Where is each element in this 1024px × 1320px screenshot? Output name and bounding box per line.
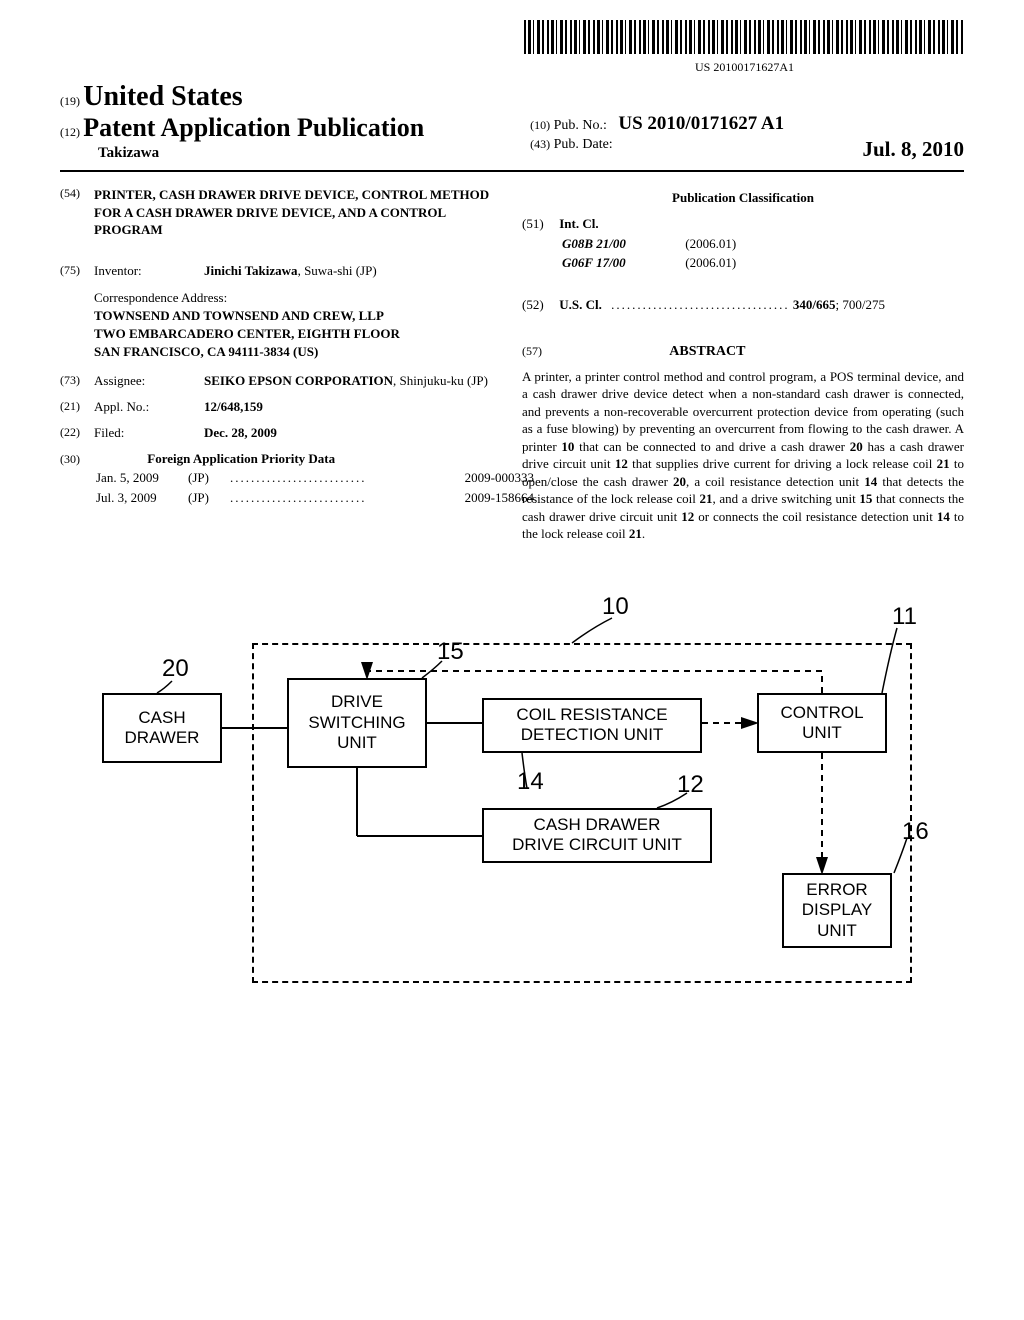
uscl-secondary: ; 700/275 bbox=[836, 297, 885, 312]
uscl-label: U.S. Cl. bbox=[559, 297, 602, 312]
code-51: (51) bbox=[522, 214, 556, 234]
label-15: 15 bbox=[437, 638, 464, 666]
appl-no: 12/648,159 bbox=[204, 399, 502, 415]
box-error-display: ERROR DISPLAY UNIT bbox=[782, 873, 892, 948]
box-coil-resistance: COIL RESISTANCE DETECTION UNIT bbox=[482, 698, 702, 753]
author-name: Takizawa bbox=[98, 145, 512, 162]
pub-no: US 2010/0171627 A1 bbox=[618, 113, 784, 134]
right-column: Publication Classification (51) Int. Cl.… bbox=[522, 186, 964, 543]
barcode-number: US 20100171627A1 bbox=[60, 60, 794, 75]
intcl-code: G08B 21/00 bbox=[562, 234, 682, 254]
barcode-region bbox=[60, 20, 964, 58]
priority-num: 2009-000333 bbox=[434, 469, 534, 487]
box-cash-drawer: CASH DRAWER bbox=[102, 693, 222, 763]
inventor-label: Inventor: bbox=[94, 263, 204, 279]
code-73: (73) bbox=[60, 373, 94, 389]
box-label: CASH DRAWER bbox=[125, 708, 200, 749]
box-control-unit: CONTROL UNIT bbox=[757, 693, 887, 753]
priority-table: Jan. 5, 2009 (JP) ......................… bbox=[94, 467, 536, 509]
box-label: CONTROL UNIT bbox=[780, 703, 863, 744]
code-10: (10) bbox=[530, 118, 550, 132]
corr-line2: TWO EMBARCADERO CENTER, EIGHTH FLOOR bbox=[94, 325, 502, 343]
publication-type: Patent Application Publication bbox=[83, 113, 424, 142]
barcode-graphic bbox=[524, 20, 964, 54]
header-divider bbox=[60, 170, 964, 172]
bibliographic-columns: (54) PRINTER, CASH DRAWER DRIVE DEVICE, … bbox=[60, 186, 964, 543]
priority-date: Jul. 3, 2009 bbox=[96, 489, 186, 507]
label-12: 12 bbox=[677, 771, 704, 799]
label-20: 20 bbox=[162, 655, 189, 683]
country-name: United States bbox=[83, 81, 242, 112]
block-diagram: CASH DRAWER 20 DRIVE SWITCHING UNIT 15 C… bbox=[102, 593, 922, 993]
code-30: (30) bbox=[60, 452, 94, 467]
priority-num: 2009-158664 bbox=[434, 489, 534, 507]
intcl-year: (2006.01) bbox=[685, 236, 736, 251]
priority-row: Jul. 3, 2009 (JP) ......................… bbox=[96, 489, 534, 507]
code-57: (57) bbox=[522, 344, 556, 359]
appl-no-label: Appl. No.: bbox=[94, 399, 204, 415]
priority-heading: Foreign Application Priority Data bbox=[147, 451, 335, 466]
code-12: (12) bbox=[60, 125, 80, 139]
code-52: (52) bbox=[522, 297, 556, 313]
priority-row: Jan. 5, 2009 (JP) ......................… bbox=[96, 469, 534, 487]
filed-label: Filed: bbox=[94, 425, 204, 441]
intcl-code: G06F 17/00 bbox=[562, 253, 682, 273]
box-cd-drive-circuit: CASH DRAWER DRIVE CIRCUIT UNIT bbox=[482, 808, 712, 863]
code-43: (43) bbox=[530, 137, 550, 151]
classification-heading: Publication Classification bbox=[522, 190, 964, 206]
box-label: COIL RESISTANCE DETECTION UNIT bbox=[516, 705, 667, 746]
intcl-label: Int. Cl. bbox=[559, 216, 598, 231]
abstract-label: ABSTRACT bbox=[669, 344, 745, 359]
dots-leader: .................................. bbox=[611, 297, 790, 312]
invention-title: PRINTER, CASH DRAWER DRIVE DEVICE, CONTR… bbox=[94, 186, 502, 239]
corr-line3: SAN FRANCISCO, CA 94111-3834 (US) bbox=[94, 343, 502, 361]
code-75: (75) bbox=[60, 263, 94, 279]
label-11: 11 bbox=[892, 603, 917, 631]
int-cl-block: (51) Int. Cl. G08B 21/00 (2006.01) G06F … bbox=[522, 214, 964, 273]
corr-line1: TOWNSEND AND TOWNSEND AND CREW, LLP bbox=[94, 307, 502, 325]
code-22: (22) bbox=[60, 425, 94, 441]
corr-label: Correspondence Address: bbox=[94, 289, 502, 307]
document-header: (19) United States (12) Patent Applicati… bbox=[60, 81, 964, 162]
pub-date: Jul. 8, 2010 bbox=[862, 137, 964, 162]
filed-date: Dec. 28, 2009 bbox=[204, 425, 502, 441]
inventor-name: Jinichi Takizawa bbox=[204, 263, 298, 278]
box-drive-switching: DRIVE SWITCHING UNIT bbox=[287, 678, 427, 768]
box-label: ERROR DISPLAY UNIT bbox=[802, 880, 873, 941]
pub-no-label: Pub. No.: bbox=[554, 118, 607, 133]
box-label: CASH DRAWER DRIVE CIRCUIT UNIT bbox=[512, 815, 682, 856]
code-21: (21) bbox=[60, 399, 94, 415]
intcl-year: (2006.01) bbox=[685, 255, 736, 270]
assignee-location: , Shinjuku-ku (JP) bbox=[393, 373, 488, 388]
label-14: 14 bbox=[517, 768, 544, 796]
left-column: (54) PRINTER, CASH DRAWER DRIVE DEVICE, … bbox=[60, 186, 502, 543]
box-label: DRIVE SWITCHING UNIT bbox=[308, 692, 405, 753]
uscl-primary: 340/665 bbox=[793, 297, 836, 312]
priority-cc: (JP) bbox=[188, 469, 228, 487]
assignee-name: SEIKO EPSON CORPORATION bbox=[204, 373, 393, 388]
label-10: 10 bbox=[602, 593, 629, 621]
label-16: 16 bbox=[902, 818, 929, 846]
pub-date-label: Pub. Date: bbox=[554, 137, 613, 152]
correspondence-address: Correspondence Address: TOWNSEND AND TOW… bbox=[94, 289, 502, 362]
abstract-text: A printer, a printer control method and … bbox=[522, 368, 964, 543]
priority-cc: (JP) bbox=[188, 489, 228, 507]
priority-date: Jan. 5, 2009 bbox=[96, 469, 186, 487]
dots-leader: .......................... bbox=[230, 470, 367, 485]
dots-leader: .......................... bbox=[230, 490, 367, 505]
assignee-label: Assignee: bbox=[94, 373, 204, 389]
us-cl-block: (52) U.S. Cl. ..........................… bbox=[522, 297, 964, 313]
inventor-location: , Suwa-shi (JP) bbox=[298, 263, 377, 278]
code-54: (54) bbox=[60, 186, 94, 253]
code-19: (19) bbox=[60, 94, 80, 108]
